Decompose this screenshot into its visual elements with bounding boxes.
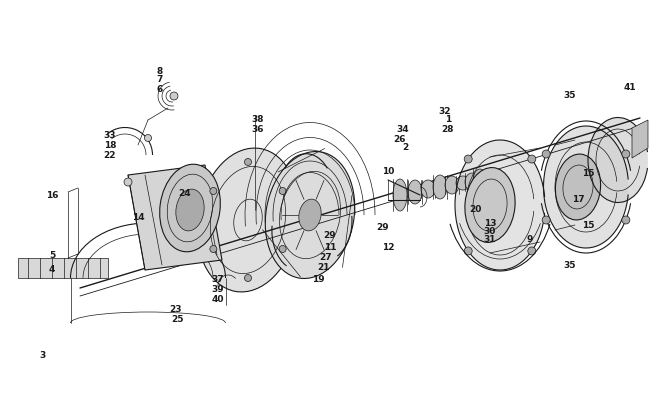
Text: 17: 17: [572, 195, 584, 204]
Ellipse shape: [528, 247, 536, 255]
Text: 20: 20: [469, 206, 481, 214]
Ellipse shape: [170, 92, 178, 100]
Text: 33: 33: [104, 131, 116, 139]
Ellipse shape: [210, 245, 217, 252]
Text: 9: 9: [526, 235, 533, 245]
Text: 2: 2: [402, 143, 408, 152]
Text: 14: 14: [132, 214, 144, 222]
Ellipse shape: [210, 187, 217, 195]
Text: 25: 25: [172, 316, 184, 324]
Ellipse shape: [408, 180, 422, 204]
Text: 29: 29: [324, 231, 336, 241]
Text: 35: 35: [564, 91, 577, 100]
Text: 39: 39: [212, 285, 224, 295]
Ellipse shape: [542, 216, 550, 224]
Ellipse shape: [456, 176, 470, 190]
Text: 10: 10: [382, 168, 394, 177]
Ellipse shape: [588, 118, 648, 202]
Ellipse shape: [473, 169, 487, 193]
Ellipse shape: [465, 173, 479, 191]
Ellipse shape: [445, 176, 459, 194]
Text: 41: 41: [624, 83, 636, 93]
Text: 6: 6: [157, 85, 163, 94]
Text: 13: 13: [484, 220, 496, 229]
Text: 27: 27: [320, 254, 332, 262]
Text: 15: 15: [582, 220, 594, 229]
Text: 12: 12: [382, 243, 395, 252]
Text: 28: 28: [442, 125, 454, 135]
Ellipse shape: [244, 274, 252, 281]
Ellipse shape: [279, 187, 286, 195]
Text: 40: 40: [212, 295, 224, 304]
Ellipse shape: [464, 247, 472, 255]
Polygon shape: [128, 165, 222, 270]
Ellipse shape: [622, 150, 630, 158]
Ellipse shape: [542, 150, 550, 158]
Polygon shape: [18, 258, 108, 278]
Ellipse shape: [464, 155, 472, 163]
Ellipse shape: [465, 168, 515, 243]
Ellipse shape: [299, 199, 321, 231]
Ellipse shape: [543, 126, 629, 248]
Ellipse shape: [160, 164, 220, 252]
Text: 21: 21: [317, 264, 330, 272]
Text: 23: 23: [169, 306, 181, 314]
Polygon shape: [632, 120, 648, 158]
Text: 36: 36: [252, 125, 265, 135]
Text: 37: 37: [212, 276, 224, 285]
Text: 34: 34: [396, 125, 410, 135]
Text: 4: 4: [49, 266, 55, 274]
Text: 8: 8: [157, 67, 163, 75]
Ellipse shape: [622, 216, 630, 224]
Text: 15: 15: [582, 168, 594, 177]
Ellipse shape: [528, 155, 536, 163]
Text: 19: 19: [312, 276, 324, 285]
Ellipse shape: [279, 245, 286, 252]
Text: 35: 35: [564, 260, 577, 270]
Text: 29: 29: [377, 224, 389, 233]
Text: 30: 30: [484, 227, 496, 237]
Ellipse shape: [244, 158, 252, 166]
Text: 24: 24: [179, 189, 191, 197]
Text: 11: 11: [324, 243, 336, 252]
Text: 26: 26: [394, 135, 406, 145]
Ellipse shape: [455, 140, 545, 270]
Ellipse shape: [555, 154, 601, 220]
Text: 31: 31: [484, 235, 496, 245]
Text: 38: 38: [252, 116, 265, 125]
Ellipse shape: [176, 189, 204, 231]
Ellipse shape: [421, 180, 435, 198]
Text: 5: 5: [49, 251, 55, 260]
Text: 22: 22: [104, 150, 116, 160]
Ellipse shape: [124, 178, 132, 186]
Ellipse shape: [197, 148, 299, 292]
Ellipse shape: [433, 175, 447, 199]
Text: 1: 1: [445, 116, 451, 125]
Text: 7: 7: [157, 75, 163, 85]
Text: 3: 3: [39, 351, 45, 360]
Text: 18: 18: [104, 141, 116, 150]
Text: 16: 16: [46, 191, 58, 200]
Ellipse shape: [265, 152, 355, 278]
Ellipse shape: [144, 135, 151, 141]
Ellipse shape: [393, 179, 407, 211]
Text: 32: 32: [439, 108, 451, 116]
